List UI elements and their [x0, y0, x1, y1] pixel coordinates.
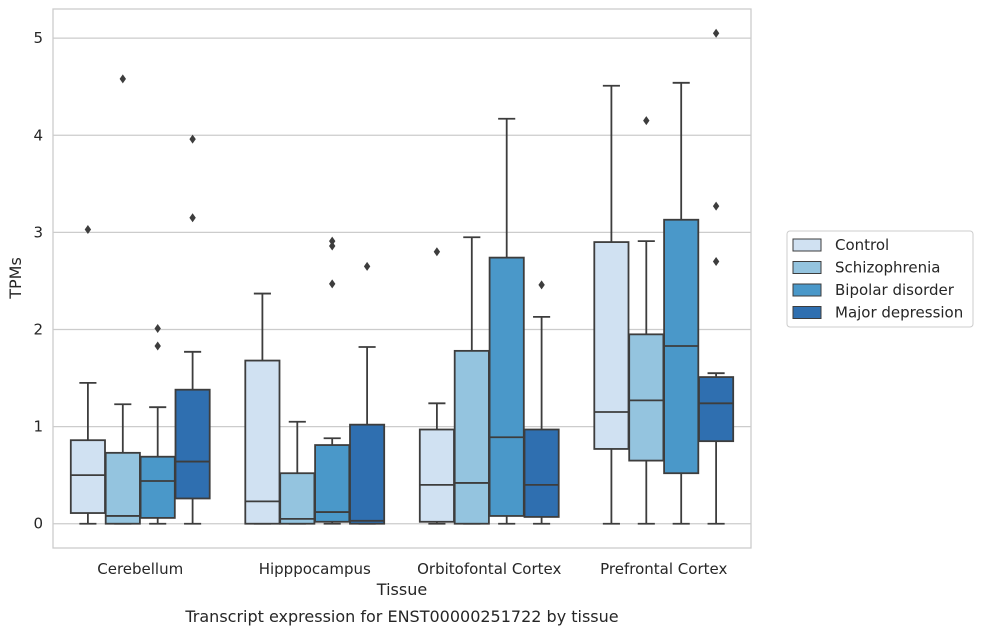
x-axis-label: Tissue — [376, 580, 427, 599]
box-element — [104, 74, 141, 525]
outlier-point — [712, 201, 720, 211]
box-element — [69, 224, 106, 525]
outlier-point — [154, 324, 161, 334]
box-element — [349, 261, 386, 525]
y-tick-label: 3 — [33, 223, 43, 241]
outlier-point — [119, 74, 126, 84]
legend-swatch — [792, 283, 822, 297]
series-bipolar-disorder — [139, 81, 700, 525]
legend-swatch — [792, 238, 822, 252]
x-tick-label: Cerebellum — [97, 560, 183, 578]
box-element — [628, 116, 665, 525]
outlier-point — [363, 261, 371, 271]
series-control — [69, 84, 630, 525]
box-iqr — [418, 428, 455, 523]
legend-swatch — [792, 306, 822, 319]
legend-swatch — [792, 261, 822, 274]
x-tick-label: Hipppocampus — [259, 560, 371, 578]
box-element — [279, 420, 316, 525]
outlier-point — [154, 341, 161, 351]
outlier-point — [712, 257, 720, 267]
grid-lines — [53, 37, 751, 525]
box-element — [523, 280, 560, 525]
outlier-point — [538, 280, 545, 290]
y-tick-labels: 0 1 2 3 4 5 — [33, 29, 43, 533]
outlier-point — [329, 236, 336, 246]
y-tick-label: 4 — [33, 126, 43, 144]
x-tick-label: Orbitofontal Cortex — [417, 560, 561, 578]
box-iqr — [698, 376, 735, 443]
y-tick-label: 5 — [33, 29, 43, 47]
box-series-layer — [69, 28, 735, 525]
outlier-point — [433, 247, 441, 257]
box-iqr — [69, 439, 106, 514]
y-tick-label: 2 — [33, 320, 43, 338]
outlier-point — [189, 134, 196, 144]
box-iqr — [104, 451, 141, 525]
box-element — [314, 236, 351, 525]
x-tick-label: Prefrontal Cortex — [600, 560, 727, 578]
x-tick-labels: Cerebellum Hipppocampus Orbitofontal Corte… — [97, 560, 727, 578]
box-iqr — [593, 241, 630, 450]
outlier-point — [643, 116, 650, 126]
box-iqr — [488, 256, 525, 517]
box-iqr — [139, 455, 176, 519]
box-element — [174, 134, 211, 525]
box-iqr — [174, 388, 211, 500]
box-iqr — [453, 349, 490, 525]
box-element — [418, 247, 455, 525]
box-iqr — [349, 423, 386, 525]
legend-label: Bipolar disorder — [835, 281, 955, 299]
legend-label: Control — [835, 236, 889, 254]
box-iqr — [244, 359, 281, 525]
box-iqr — [314, 444, 351, 523]
legend: Control Schizophrenia Bipolar disorder Majo… — [786, 230, 974, 328]
legend-label: Major depression — [835, 304, 963, 322]
legend-label: Schizophrenia — [835, 259, 940, 277]
box-element — [453, 236, 490, 525]
series-schizophrenia — [104, 74, 665, 525]
outlier-point — [84, 224, 92, 234]
legend-frame — [786, 230, 974, 328]
box-iqr — [523, 428, 560, 518]
chart-caption: Transcript expression for ENST0000025172… — [184, 607, 618, 626]
box-iqr — [628, 333, 665, 462]
box-element — [139, 324, 176, 525]
box-element — [488, 117, 525, 525]
box-element — [698, 28, 735, 525]
outlier-point — [712, 28, 720, 38]
series-major-depression — [174, 28, 735, 525]
outlier-point — [189, 213, 196, 223]
outlier-point — [329, 241, 336, 251]
box-iqr — [279, 472, 316, 525]
y-tick-label: 1 — [33, 418, 43, 436]
box-element — [663, 81, 700, 525]
box-element — [593, 84, 630, 525]
plot-area-frame — [52, 8, 752, 549]
y-axis-label: TPMs — [6, 257, 25, 300]
y-tick-label: 0 — [33, 515, 43, 533]
box-element — [244, 292, 281, 525]
outlier-point — [329, 279, 336, 289]
